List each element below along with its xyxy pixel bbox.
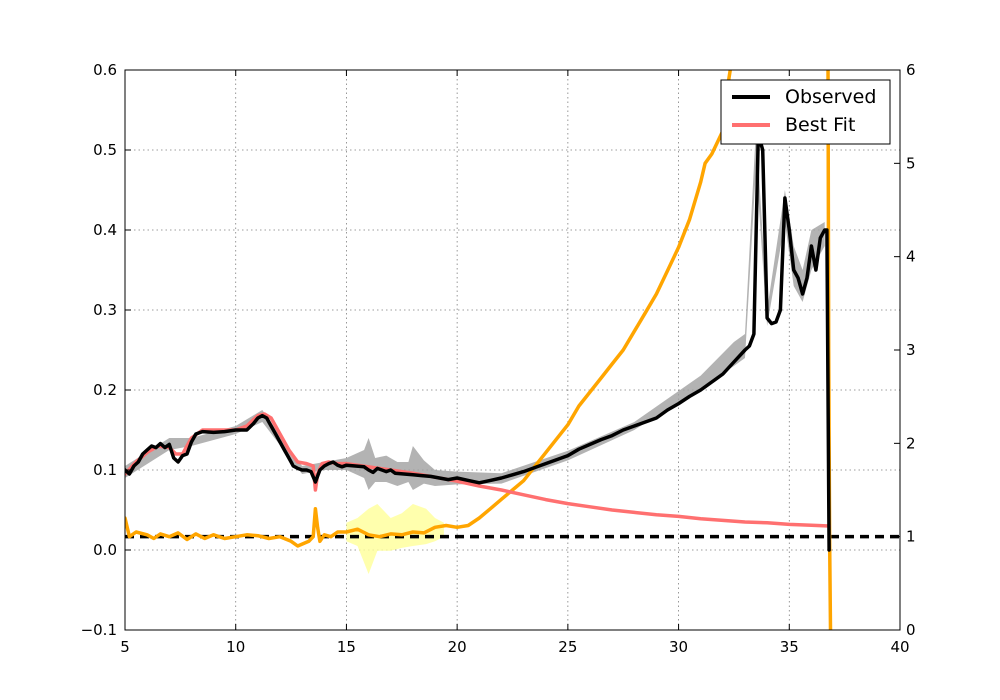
x-tick-label: 10 xyxy=(226,638,245,656)
ratio-uncertainty-band xyxy=(346,504,444,574)
y2-tick-label: 3 xyxy=(906,341,916,359)
y2-tick-label: 0 xyxy=(906,621,916,639)
x-tick-label: 40 xyxy=(890,638,909,656)
legend-label-best-fit: Best Fit xyxy=(785,114,855,136)
legend-box xyxy=(720,79,891,145)
y-tick-label: 0.6 xyxy=(93,61,117,79)
y2-tick-label: 2 xyxy=(906,434,916,452)
y2-tick-label: 5 xyxy=(906,154,916,172)
legend: Observed Best Fit xyxy=(720,79,891,145)
y-tick-label: 0.3 xyxy=(93,301,117,319)
x-tick-label: 35 xyxy=(780,638,799,656)
data-layer xyxy=(125,70,900,630)
y2-tick-label: 1 xyxy=(906,528,916,546)
y-tick-label: 0.1 xyxy=(93,461,117,479)
y-tick-label: 0.2 xyxy=(93,381,117,399)
axis-ticks: 5 10 15 20 25 30 35 40−0.10.00.10.20.30.40.50.6… xyxy=(81,61,916,656)
y-tick-label: 0.5 xyxy=(93,141,117,159)
x-tick-label: 20 xyxy=(448,638,467,656)
series-line-observed xyxy=(125,132,831,552)
y-tick-label: −0.1 xyxy=(81,621,117,639)
y2-tick-label: 6 xyxy=(906,61,916,79)
x-tick-label: 30 xyxy=(669,638,688,656)
x-tick-label: 15 xyxy=(337,638,356,656)
x-tick-label: 5 xyxy=(120,638,130,656)
y2-tick-label: 4 xyxy=(906,248,916,266)
series-line-ratio xyxy=(125,70,733,548)
x-tick-label: 25 xyxy=(558,638,577,656)
y-tick-label: 0.0 xyxy=(93,541,117,559)
observed-uncertainty-band xyxy=(125,126,825,490)
y-tick-label: 0.4 xyxy=(93,221,117,239)
legend-label-observed: Observed xyxy=(785,86,876,108)
